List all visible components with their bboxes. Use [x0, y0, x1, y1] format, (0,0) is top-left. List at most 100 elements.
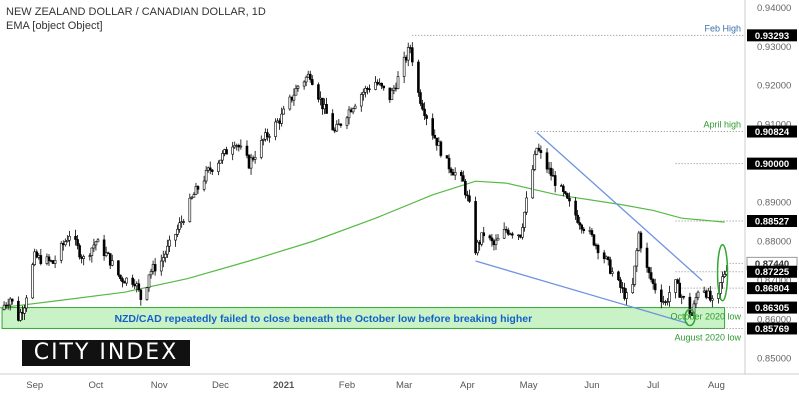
x-tick-label: Nov	[151, 380, 168, 391]
candle-body	[560, 185, 563, 187]
candle-body	[17, 300, 20, 321]
x-tick-label: 2021	[273, 380, 295, 391]
candle-body	[647, 267, 651, 273]
level-price-label: 0.93293	[755, 31, 789, 42]
candle-body	[606, 256, 610, 261]
level-price-tag	[747, 29, 797, 42]
candle-body	[574, 200, 577, 216]
circled-bar	[684, 308, 696, 327]
candle-body	[80, 256, 83, 259]
candle-body	[588, 230, 592, 232]
candle-body	[694, 297, 698, 305]
x-tick-label: Sep	[26, 380, 43, 391]
candle-body	[439, 141, 443, 156]
candle-body	[666, 301, 669, 303]
level-price-tag	[747, 301, 797, 314]
candle-body	[76, 239, 79, 246]
indicator-label: EMA [object Object]	[6, 20, 103, 32]
candle-body	[164, 253, 167, 258]
candle-body	[406, 47, 410, 61]
candle-body	[237, 144, 241, 148]
candle-body	[49, 260, 53, 262]
y-tick-label: 0.87000	[757, 276, 791, 287]
candle-body	[247, 155, 251, 169]
candle-body	[68, 235, 71, 241]
candle-body	[353, 105, 357, 109]
candle-body	[466, 194, 469, 197]
candle-body	[382, 85, 386, 89]
y-tick-label: 0.92000	[757, 81, 791, 92]
y-tick-label: 0.94000	[757, 3, 791, 14]
candle-body	[633, 265, 637, 285]
candle-body	[310, 79, 314, 85]
candle-body	[604, 256, 608, 259]
candle-body	[82, 256, 85, 259]
candle-body	[23, 307, 26, 314]
level-price-tag	[747, 215, 797, 228]
candle-body	[404, 56, 408, 61]
candle-body	[549, 167, 553, 176]
candle-body	[374, 81, 377, 90]
candle-body	[494, 239, 498, 246]
candle-body	[190, 196, 194, 199]
candle-body	[319, 97, 322, 100]
candle-body	[145, 287, 149, 300]
candle-body	[274, 121, 277, 137]
candle-body	[651, 279, 655, 284]
candle-body	[637, 232, 641, 251]
candle-body	[502, 229, 506, 239]
candle-body	[349, 109, 353, 113]
candle-body	[251, 157, 255, 160]
candle-body	[523, 211, 526, 228]
candle-body	[364, 87, 367, 93]
candle-body	[445, 155, 449, 159]
candle-body	[204, 170, 208, 182]
candle-body	[580, 224, 584, 230]
candle-body	[323, 104, 326, 110]
y-tick-label: 0.93000	[757, 42, 791, 53]
candle-body	[662, 301, 665, 303]
candle-body	[121, 278, 124, 283]
candle-body	[619, 279, 622, 288]
x-tick-label: Mar	[396, 380, 412, 391]
candle-body	[117, 260, 120, 276]
candle-body	[421, 103, 424, 110]
candle-body	[245, 145, 249, 156]
candle-body	[547, 167, 551, 170]
candle-body	[423, 108, 426, 116]
candle-body	[564, 191, 567, 194]
candle-body	[366, 87, 369, 90]
x-tick-label: Feb	[339, 380, 355, 391]
candle-body	[468, 195, 471, 202]
candle-body	[660, 289, 663, 303]
candle-body	[45, 256, 49, 264]
candle-body	[478, 241, 481, 245]
candle-body	[296, 85, 300, 89]
candle-body	[39, 255, 43, 264]
candle-body	[551, 175, 555, 177]
candle-body	[621, 287, 624, 289]
candle-body	[623, 287, 626, 299]
candle-body	[578, 222, 581, 226]
candle-body	[149, 271, 153, 276]
candle-body	[90, 247, 94, 256]
candle-body	[282, 108, 286, 115]
level-price-label: 0.90824	[755, 127, 790, 138]
level-price-tag	[747, 265, 797, 278]
candle-body	[2, 304, 6, 311]
candle-body	[664, 301, 667, 303]
level-price-tag	[747, 282, 797, 295]
x-tick-label: Jun	[584, 380, 599, 391]
candle-body	[94, 241, 98, 246]
candle-body	[51, 260, 55, 264]
candle-body	[106, 252, 110, 254]
y-tick-label: 0.86000	[757, 314, 791, 325]
level-price-label: 0.85769	[755, 324, 789, 335]
candle-body	[496, 237, 500, 241]
candle-body	[47, 256, 51, 261]
candle-body	[376, 81, 379, 85]
candle-body	[611, 271, 614, 274]
candle-body	[482, 232, 486, 237]
candle-body	[176, 228, 179, 235]
